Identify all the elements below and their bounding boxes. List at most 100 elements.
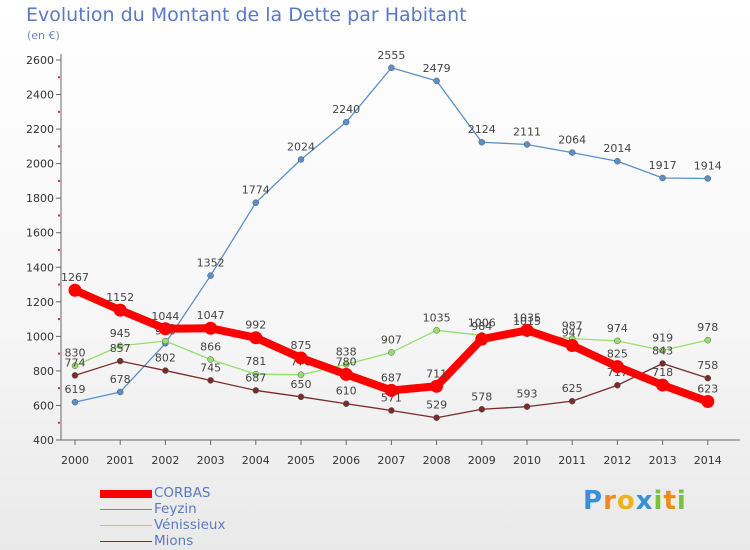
y-tick-label-1600: 1600 [26,227,54,240]
data-point-mions-2008 [433,414,440,421]
data-label-corbas-2013: 718 [652,366,673,379]
y-tick-label-1200: 1200 [26,296,54,309]
data-label-mions-2006: 610 [336,385,357,398]
data-label-corbas-2004: 992 [245,319,266,332]
data-label-feyzin-2011: 2064 [558,134,586,147]
data-point-feyzin-2007 [388,64,395,72]
data-point-corbas-2013 [656,378,670,392]
y-minor-tick [58,145,60,148]
data-point-mions-2003 [207,377,214,384]
data-label-mions-2007: 571 [381,391,402,404]
data-point-mions-2005 [297,393,305,401]
x-tick-label-2001: 2001 [106,454,134,467]
legend-label-venissieux: Vénissieux [154,517,226,533]
data-point-feyzin-2012 [614,157,621,165]
x-tick-label-2012: 2012 [603,454,631,467]
data-point-mions-2007 [388,407,395,414]
data-point-corbas-2010 [520,323,534,337]
data-label-mions-2011: 625 [562,382,583,395]
x-tick-label-2009: 2009 [468,454,496,467]
data-label-vnissieux-2014: 978 [697,321,718,334]
logo-letter-6: i [676,486,687,516]
data-label-feyzin-2001: 678 [110,373,131,386]
data-label-vnissieux-2003: 866 [200,341,221,354]
data-label-corbas-2011: 947 [562,327,583,340]
data-point-vnissieux-2001 [116,342,124,350]
chart-title: Evolution du Montant de la Dette par Hab… [26,4,467,26]
data-point-feyzin-2013 [659,174,666,182]
logo-letter-1: r [603,486,617,516]
data-point-corbas-2001 [113,303,127,317]
data-label-vnissieux-2001: 945 [110,327,131,340]
data-label-corbas-2008: 711 [426,367,447,380]
logo-letter-2: o [616,486,636,516]
data-point-corbas-2003 [204,321,218,335]
data-label-mions-2009: 578 [471,390,492,403]
data-point-corbas-2006 [339,367,353,381]
data-point-corbas-2014 [701,394,715,408]
y-minor-tick [58,387,60,390]
data-label-feyzin-2014: 1914 [694,159,722,172]
data-point-corbas-2004 [249,331,263,345]
proxiti-logo: Proxiti [583,486,687,516]
legend-swatch-mions [100,541,152,542]
data-point-mions-2012 [614,381,621,389]
data-label-mions-2014: 758 [697,359,718,372]
y-tick-label-600: 600 [33,399,54,412]
data-label-vnissieux-2007: 907 [381,333,402,346]
y-tick-label-2400: 2400 [26,89,54,102]
data-label-vnissieux-2008: 1035 [423,311,451,324]
data-label-feyzin-2009: 2124 [468,123,496,136]
x-tick-label-2014: 2014 [694,454,722,467]
data-label-corbas-2014: 623 [697,382,718,395]
data-point-corbas-2000 [68,283,82,297]
data-label-vnissieux-2013: 919 [652,331,673,344]
data-label-feyzin-2008: 2479 [423,62,451,75]
data-label-feyzin-2013: 1917 [649,159,677,172]
data-point-vnissieux-2008 [433,327,440,334]
data-point-mions-2013 [659,360,666,367]
data-point-corbas-2002 [158,322,172,336]
y-tick-label-1400: 1400 [26,261,54,274]
x-tick-label-2011: 2011 [558,454,586,467]
x-tick-label-2008: 2008 [423,454,451,467]
data-label-feyzin-2012: 2014 [603,142,631,155]
data-label-vnissieux-2006: 838 [336,345,357,358]
data-label-feyzin-2005: 2024 [287,140,315,153]
y-tick-label-2000: 2000 [26,158,54,171]
y-minor-tick [58,283,60,286]
data-label-mions-2008: 529 [426,399,447,412]
data-label-corbas-2012: 825 [607,348,628,361]
data-point-feyzin-2006 [342,118,350,126]
data-label-feyzin-2010: 2111 [513,125,541,138]
data-label-mions-2001: 857 [110,342,131,355]
data-point-mions-2001 [116,357,124,365]
y-minor-tick [58,249,60,251]
legend-swatch-feyzin [100,509,152,510]
data-point-corbas-2005 [294,351,308,365]
y-minor-tick [58,214,60,217]
data-point-vnissieux-2002 [162,337,169,345]
data-point-corbas-2009 [475,332,489,346]
data-label-corbas-2001: 1152 [106,291,134,304]
data-point-corbas-2011 [565,339,579,353]
x-tick-label-2010: 2010 [513,454,541,467]
data-point-feyzin-2011 [568,149,576,156]
y-tick-label-800: 800 [33,365,54,378]
data-label-mions-2010: 593 [517,388,538,401]
data-label-corbas-2009: 984 [471,320,492,333]
data-point-mions-2004 [252,387,260,394]
data-label-feyzin-2000: 619 [65,383,86,396]
data-label-vnissieux-2012: 974 [607,322,628,335]
x-tick-label-2007: 2007 [377,454,405,467]
data-point-mions-2014 [704,374,712,382]
data-label-corbas-2007: 687 [381,371,402,384]
data-point-vnissieux-2013 [659,347,666,354]
data-point-mions-2010 [523,403,531,410]
data-point-vnissieux-2000 [71,362,79,369]
y-minor-tick [58,110,60,113]
data-label-vnissieux-2009: 1006 [468,316,496,329]
data-point-vnissieux-2003 [207,356,214,363]
data-point-feyzin-2000 [71,398,79,406]
